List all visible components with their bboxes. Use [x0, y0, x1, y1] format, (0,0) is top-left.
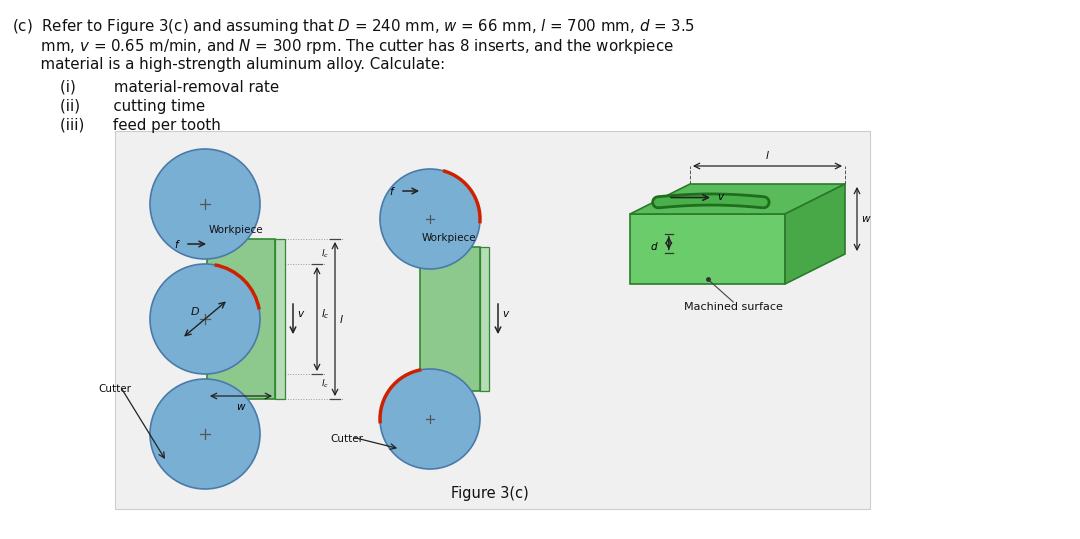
Text: $w$: $w$: [235, 402, 246, 412]
Text: $l$: $l$: [765, 149, 770, 161]
Text: (ii)       cutting time: (ii) cutting time: [60, 99, 205, 114]
Text: $l$: $l$: [339, 313, 343, 325]
Circle shape: [380, 369, 480, 469]
Circle shape: [380, 169, 480, 269]
Text: Workpiece: Workpiece: [422, 233, 476, 243]
Bar: [480, 247, 489, 391]
Text: $D$: $D$: [190, 305, 200, 317]
Text: $f$: $f$: [174, 238, 181, 250]
Text: Cutter: Cutter: [330, 434, 363, 444]
Circle shape: [150, 149, 260, 259]
Text: $v$: $v$: [502, 309, 510, 319]
Text: $l_c$: $l_c$: [321, 378, 329, 390]
FancyBboxPatch shape: [114, 131, 870, 509]
Text: $l_c$: $l_c$: [321, 307, 329, 321]
Circle shape: [150, 264, 260, 374]
Circle shape: [150, 379, 260, 489]
Text: $d$: $d$: [650, 240, 659, 252]
Text: (c)  Refer to Figure 3(c) and assuming that $D$ = 240 mm, $w$ = 66 mm, $l$ = 700: (c) Refer to Figure 3(c) and assuming th…: [12, 17, 696, 36]
Text: $w$: $w$: [861, 214, 872, 224]
Text: Workpiece: Workpiece: [210, 225, 264, 235]
Text: $v$: $v$: [297, 309, 306, 319]
Polygon shape: [785, 184, 845, 284]
Text: (i)        material-removal rate: (i) material-removal rate: [60, 80, 279, 95]
Text: (iii)      feed per tooth: (iii) feed per tooth: [60, 118, 221, 133]
Text: $v$: $v$: [717, 192, 726, 203]
Bar: [275, 239, 285, 399]
Text: Machined surface: Machined surface: [684, 302, 783, 312]
Text: $l_c$: $l_c$: [321, 247, 329, 260]
Text: Cutter: Cutter: [98, 384, 131, 394]
Text: Figure 3(c): Figure 3(c): [451, 486, 529, 501]
Polygon shape: [630, 184, 845, 214]
Bar: [207, 239, 275, 399]
Bar: [630, 214, 785, 284]
Text: $f$: $f$: [389, 185, 396, 197]
Bar: [420, 247, 480, 391]
Text: mm, $v$ = 0.65 m/min, and $N$ = 300 rpm. The cutter has 8 inserts, and the workp: mm, $v$ = 0.65 m/min, and $N$ = 300 rpm.…: [12, 37, 674, 56]
Text: material is a high-strength aluminum alloy. Calculate:: material is a high-strength aluminum all…: [12, 57, 445, 72]
